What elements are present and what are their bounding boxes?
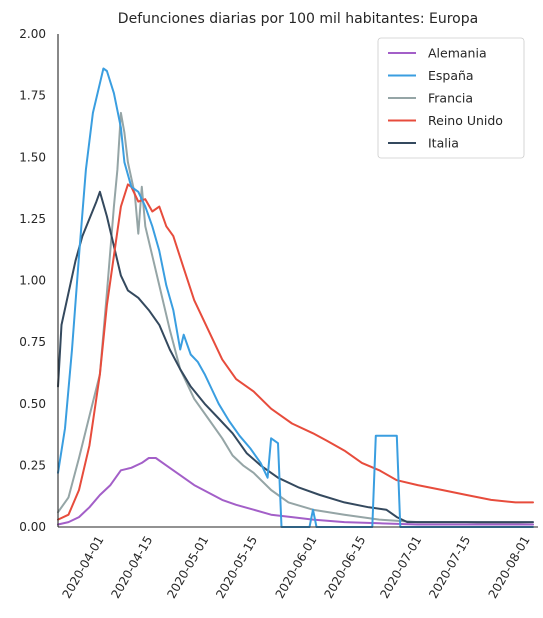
y-tick-label: 0.00 [19,520,46,534]
legend-label: Italia [428,136,459,151]
y-tick-label: 1.75 [19,89,46,103]
legend-label: Reino Unido [428,113,503,128]
series-line-alemania [57,457,534,526]
series-line-reino-unido [57,183,534,521]
x-tick-label: 2020-07-01 [377,534,424,601]
y-tick-label: 2.00 [19,27,46,41]
y-tick-label: 1.00 [19,274,46,288]
x-tick-label: 2020-06-15 [321,534,368,601]
legend-label: España [428,68,474,83]
chart-title: Defunciones diarias por 100 mil habitant… [118,11,478,27]
y-tick-label: 1.50 [19,150,46,164]
legend-label: Alemania [428,46,487,61]
x-tick-label: 2020-05-01 [164,534,211,601]
series-line-españa [57,67,534,528]
legend-frame [377,37,525,159]
x-tick-label: 2020-04-01 [60,534,107,601]
x-tick-label: 2020-07-15 [426,534,473,601]
series-line-italia [57,190,534,524]
x-tick-label: 2020-04-15 [108,534,155,601]
series-line-francia [57,111,534,526]
y-tick-labels: 0.00 0.25 0.50 0.75 1.00 1.25 1.50 1.75 2.00 [19,27,46,534]
y-tick-label: 1.25 [19,212,46,226]
x-tick-label: 2020-05-15 [213,534,260,601]
series-layer [57,67,534,528]
y-tick-label: 0.25 [19,458,46,472]
y-tick-label: 0.50 [19,397,46,411]
x-tick-label: 2020-08-01 [486,534,533,601]
x-tick-label: 2020-06-01 [273,534,320,601]
legend-label: Francia [428,91,473,106]
y-tick-label: 0.75 [19,335,46,349]
legend: Alemania España Francia Reino Unido Italia [377,37,525,159]
x-tick-labels: 2020-04-01 2020-04-15 2020-05-01 2020-05-15… [60,534,533,601]
